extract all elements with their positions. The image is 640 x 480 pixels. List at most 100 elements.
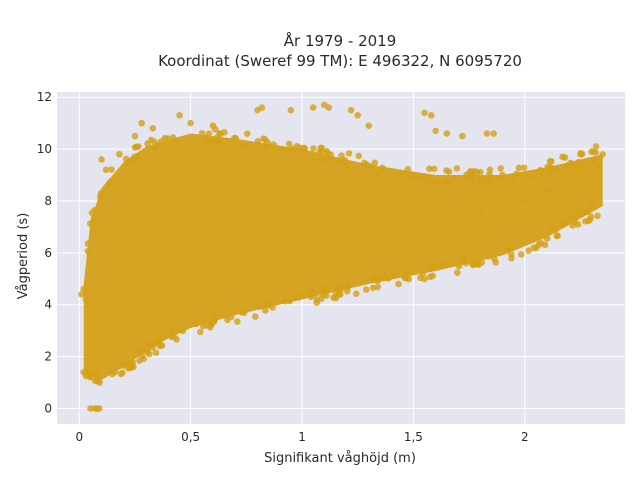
data-point (164, 135, 171, 142)
data-point (261, 144, 269, 151)
data-point (467, 168, 475, 176)
data-point (497, 165, 505, 172)
data-point (577, 150, 584, 158)
data-point (588, 148, 595, 155)
data-point (434, 178, 442, 185)
data-point (152, 349, 160, 357)
data-point (585, 217, 592, 225)
data-point (134, 152, 142, 160)
data-point (374, 169, 382, 177)
data-point (507, 250, 515, 258)
data-point (443, 130, 451, 137)
data-point (217, 130, 224, 138)
data-point (93, 405, 101, 413)
x-tick-label: 1 (298, 430, 306, 444)
data-point (584, 208, 591, 215)
data-point (486, 166, 494, 173)
x-tick-label: 0 (75, 430, 83, 444)
data-point (108, 166, 115, 173)
data-point (569, 222, 576, 229)
data-point (543, 187, 551, 194)
data-point (136, 346, 143, 354)
data-point (80, 285, 88, 293)
data-point (205, 130, 213, 138)
y-tick-label: 8 (44, 194, 52, 208)
data-point (537, 239, 545, 247)
data-point (592, 143, 600, 150)
data-point (553, 167, 561, 175)
data-point (397, 172, 404, 180)
data-point (412, 174, 419, 182)
data-point (87, 374, 94, 381)
data-point (343, 287, 351, 295)
data-point (537, 166, 544, 174)
data-point (78, 291, 85, 298)
data-point (92, 369, 99, 377)
data-point (454, 269, 461, 276)
data-point (336, 291, 344, 298)
y-tick-label: 2 (44, 350, 52, 364)
data-point (131, 132, 139, 140)
data-point (532, 244, 540, 252)
data-point (262, 307, 269, 314)
data-point (432, 127, 439, 135)
data-point (285, 140, 293, 148)
chart-title-line-1: År 1979 - 2019 (284, 31, 397, 50)
data-point (252, 313, 259, 320)
data-point (499, 171, 506, 179)
data-point (289, 145, 297, 153)
data-point (254, 137, 262, 145)
data-point (486, 177, 493, 184)
data-point (568, 214, 576, 221)
data-point (111, 368, 119, 376)
y-tick-label: 4 (44, 298, 52, 312)
y-tick-label: 6 (44, 246, 52, 260)
data-point (429, 175, 437, 183)
data-point (287, 106, 295, 114)
data-point (321, 289, 328, 297)
data-point (136, 357, 143, 364)
data-point (343, 163, 351, 170)
x-tick-label: 2 (521, 430, 529, 444)
data-point (548, 158, 555, 165)
data-point (228, 313, 235, 321)
x-axis-ticks: 0 0,5 1 1,5 2 (75, 430, 528, 444)
data-point (449, 175, 457, 182)
data-point (363, 161, 371, 168)
data-point (543, 235, 551, 242)
data-point (241, 143, 248, 150)
data-point (308, 287, 315, 294)
data-point (459, 254, 467, 262)
data-point (404, 165, 412, 173)
data-point (354, 112, 362, 119)
data-point (80, 368, 88, 376)
data-point (325, 104, 333, 111)
data-point (421, 109, 428, 117)
x-axis-label: Signifikant våghöjd (m) (264, 451, 416, 466)
data-point (385, 274, 392, 282)
data-point (116, 150, 123, 158)
x-tick-label: 1,5 (404, 430, 423, 444)
data-point (201, 134, 209, 142)
data-point (578, 159, 586, 167)
data-point (599, 150, 607, 158)
data-point (343, 281, 351, 288)
data-point (210, 318, 218, 325)
data-point (240, 309, 248, 316)
data-point (561, 154, 569, 161)
data-point (421, 275, 428, 283)
data-point (478, 176, 486, 184)
data-point (258, 104, 266, 111)
data-point (286, 297, 294, 305)
data-point (261, 136, 269, 144)
data-point (120, 362, 128, 369)
data-point (307, 293, 315, 301)
data-point (93, 376, 101, 384)
data-point (574, 221, 582, 228)
data-point (362, 286, 370, 293)
data-point (430, 165, 438, 173)
data-point (576, 209, 583, 217)
data-point (318, 148, 325, 155)
data-point (594, 212, 601, 220)
data-point (84, 240, 92, 247)
